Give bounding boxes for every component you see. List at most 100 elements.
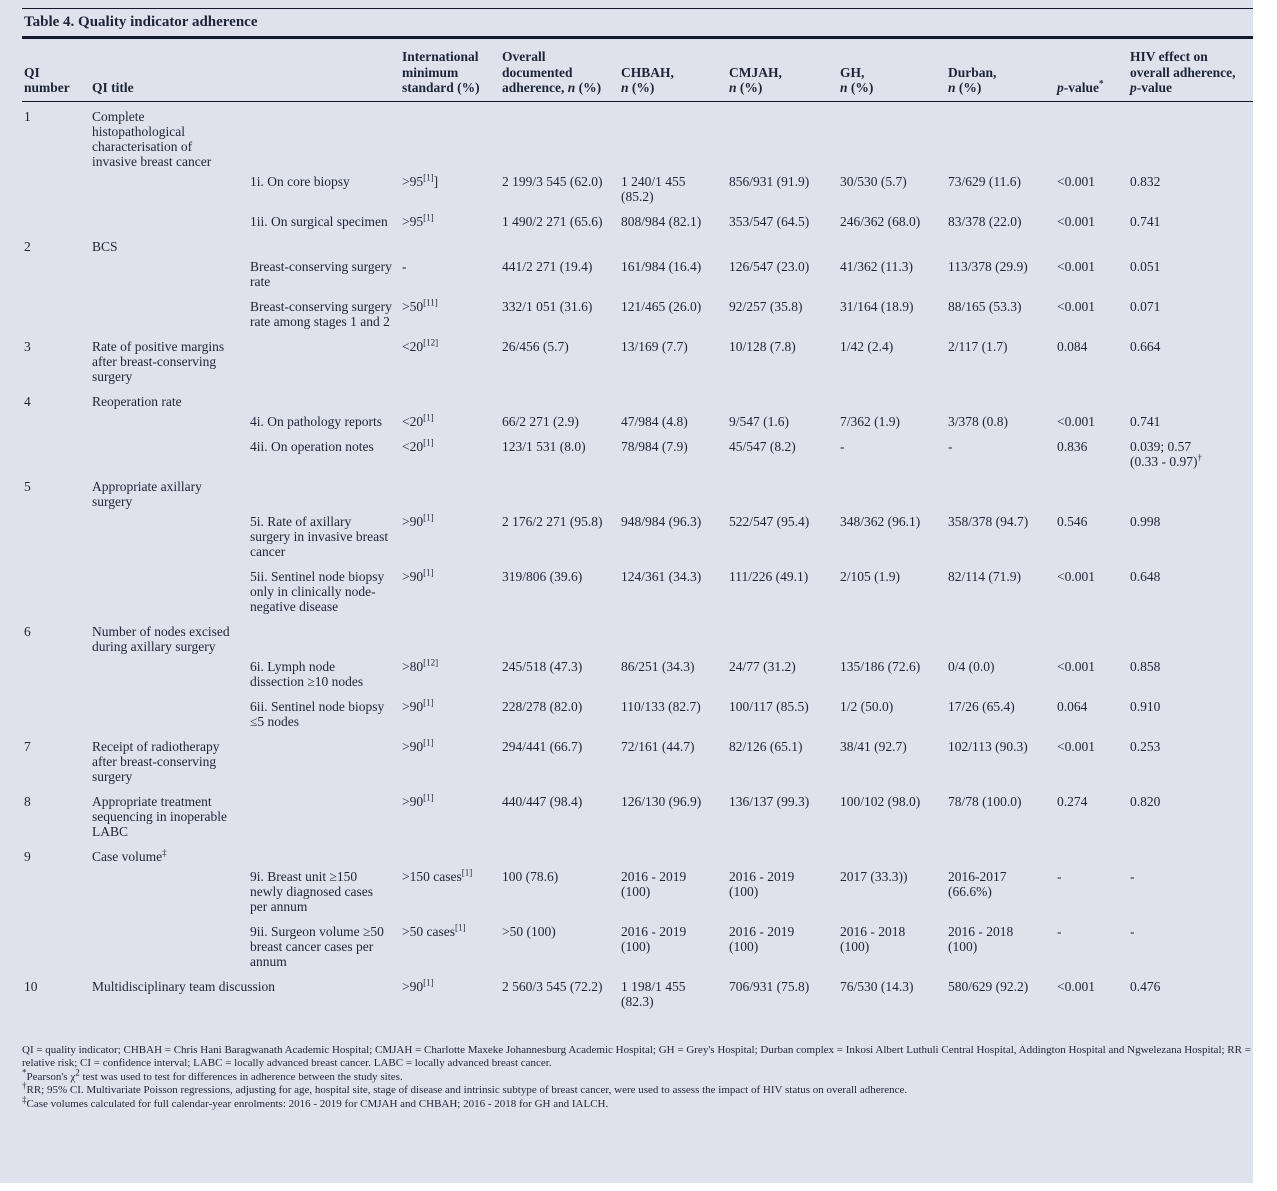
- cell-chbah: 808/984 (82.1): [621, 213, 702, 229]
- qi-group-row: 6 Number of nodes excised during axillary…: [22, 623, 1253, 658]
- cell-num: 5: [24, 478, 31, 494]
- cell-num: [22, 438, 90, 478]
- cell-durban: 358/378 (94.7): [948, 513, 1029, 529]
- cell-p: <0.001: [1057, 298, 1095, 314]
- cell-cmjah: [727, 623, 838, 658]
- cell-durban: [946, 848, 1055, 868]
- cell-title: [90, 868, 248, 923]
- cell-subtitle: 4i. On pathology reports: [250, 413, 382, 429]
- cell-std: <20[1]: [402, 437, 434, 454]
- qi-group-row: 9 Case volume‡: [22, 848, 1253, 868]
- cell-title: Number of nodes excised during axillary …: [92, 623, 230, 654]
- cell-p: <0.001: [1057, 978, 1095, 994]
- table-body: 1 Complete histopathological characterisa…: [22, 101, 1253, 1018]
- column-header-gh: GH, n (%): [838, 39, 946, 102]
- cell-std: [400, 238, 500, 258]
- table-row: 4ii. On operation notes <20[1] 123/1 531 (…: [22, 438, 1253, 478]
- cell-chbah: 2016 - 2019 (100): [621, 923, 687, 954]
- cell-cmjah: 100/117 (85.5): [729, 698, 809, 714]
- cell-gh: [838, 848, 946, 868]
- column-header-durban: Durban, n (%): [946, 39, 1055, 102]
- cell-overall: 441/2 271 (19.4): [502, 258, 593, 274]
- cell-std: >90[1]: [402, 737, 434, 754]
- cell-p: 0.836: [1057, 438, 1088, 454]
- cell-chbah: [619, 101, 727, 173]
- table-row: Breast-conserving surgery rate - 441/2 271…: [22, 258, 1253, 298]
- cell-subtitle: 1i. On core biopsy: [250, 173, 350, 189]
- cell-hiv: 0.741: [1130, 213, 1161, 229]
- cell-chbah: [619, 238, 727, 258]
- cell-title: Rate of positive margins after breast-co…: [92, 338, 225, 384]
- cell-gh: 2/105 (1.9): [840, 568, 900, 584]
- cell-durban: 82/114 (71.9): [948, 568, 1021, 584]
- cell-durban: 88/165 (53.3): [948, 298, 1022, 314]
- cell-gh: 135/186 (72.6): [840, 658, 921, 674]
- cell-subtitle: 5i. Rate of axillary surgery in invasive…: [250, 513, 389, 559]
- footnote: †RR; 95% CI. Multivariate Poisson regres…: [22, 1080, 908, 1096]
- cell-p: 0.274: [1057, 793, 1088, 809]
- cell-subtitle: [248, 478, 400, 513]
- cell-title: Appropriate treatment sequencing in inop…: [92, 793, 227, 839]
- cell-num: [22, 568, 90, 623]
- cell-overall: [500, 848, 619, 868]
- cell-hiv: 0.476: [1130, 978, 1161, 994]
- cell-std: >80[12]: [402, 657, 439, 674]
- cell-std: >90[1]: [402, 567, 434, 584]
- cell-gh: 31/164 (18.9): [840, 298, 914, 314]
- cell-cmjah: 45/547 (8.2): [729, 438, 796, 454]
- cell-title: BCS: [92, 238, 118, 254]
- cell-chbah: 948/984 (96.3): [621, 513, 702, 529]
- cell-durban: [946, 393, 1055, 413]
- table-row: 10 Multidisciplinary team discussion >90[1…: [22, 978, 1253, 1018]
- cell-std: >90[1]: [402, 512, 434, 529]
- cell-std: >95[1]]: [402, 172, 439, 189]
- cell-overall: 2 176/2 271 (95.8): [502, 513, 603, 529]
- cell-std: >90[1]: [402, 977, 434, 994]
- cell-chbah: 78/984 (7.9): [621, 438, 688, 454]
- cell-p: <0.001: [1057, 658, 1095, 674]
- cell-p: <0.001: [1057, 213, 1095, 229]
- footnote: *Pearson's χ2 test was used to test for …: [22, 1066, 403, 1083]
- cell-overall: 294/441 (66.7): [502, 738, 583, 754]
- cell-std: [400, 478, 500, 513]
- cell-durban: -: [948, 438, 953, 454]
- cell-subtitle: [248, 793, 400, 848]
- cell-gh: 41/362 (11.3): [840, 258, 913, 274]
- cell-cmjah: 10/128 (7.8): [729, 338, 796, 354]
- qi-group-row: 4 Reoperation rate: [22, 393, 1253, 413]
- cell-chbah: 124/361 (34.3): [621, 568, 702, 584]
- cell-subtitle: 9ii. Surgeon volume ≥50 breast cancer ca…: [250, 923, 384, 969]
- cell-title: Multidisciplinary team discussion: [92, 978, 275, 994]
- cell-durban: 73/629 (11.6): [948, 173, 1021, 189]
- table-row: 8 Appropriate treatment sequencing in ino…: [22, 793, 1253, 848]
- cell-subtitle: 1ii. On surgical specimen: [250, 213, 388, 229]
- cell-cmjah: 856/931 (91.9): [729, 173, 810, 189]
- cell-p: <0.001: [1057, 413, 1095, 429]
- column-header-std: International minimum standard (%): [400, 39, 500, 102]
- column-header-cmjah: CMJAH, n (%): [727, 39, 838, 102]
- cell-p: <0.001: [1057, 568, 1095, 584]
- cell-cmjah: [727, 848, 838, 868]
- cell-p: -: [1057, 868, 1062, 884]
- cell-chbah: [619, 623, 727, 658]
- table-row: 6ii. Sentinel node biopsy ≤5 nodes >90[1]…: [22, 698, 1253, 738]
- cell-num: [22, 658, 90, 698]
- cell-hiv: 0.998: [1130, 513, 1161, 529]
- cell-title: [90, 658, 248, 698]
- cell-subtitle: [248, 238, 400, 258]
- table-title: Table 4. Quality indicator adherence: [22, 8, 1253, 39]
- cell-p: [1055, 478, 1128, 513]
- cell-p: [1055, 623, 1128, 658]
- cell-title: [90, 698, 248, 738]
- cell-durban: 0/4 (0.0): [948, 658, 995, 674]
- cell-title: [90, 438, 248, 478]
- cell-num: 9: [24, 848, 31, 864]
- cell-title: [90, 513, 248, 568]
- cell-p: [1055, 848, 1128, 868]
- cell-hiv: 0.858: [1130, 658, 1161, 674]
- cell-cmjah: 2016 - 2019 (100): [729, 923, 795, 954]
- cell-subtitle: [248, 393, 400, 413]
- cell-title: Complete histopathological characterisat…: [92, 108, 212, 169]
- cell-overall: >50 (100): [502, 923, 556, 939]
- cell-overall: 440/447 (98.4): [502, 793, 583, 809]
